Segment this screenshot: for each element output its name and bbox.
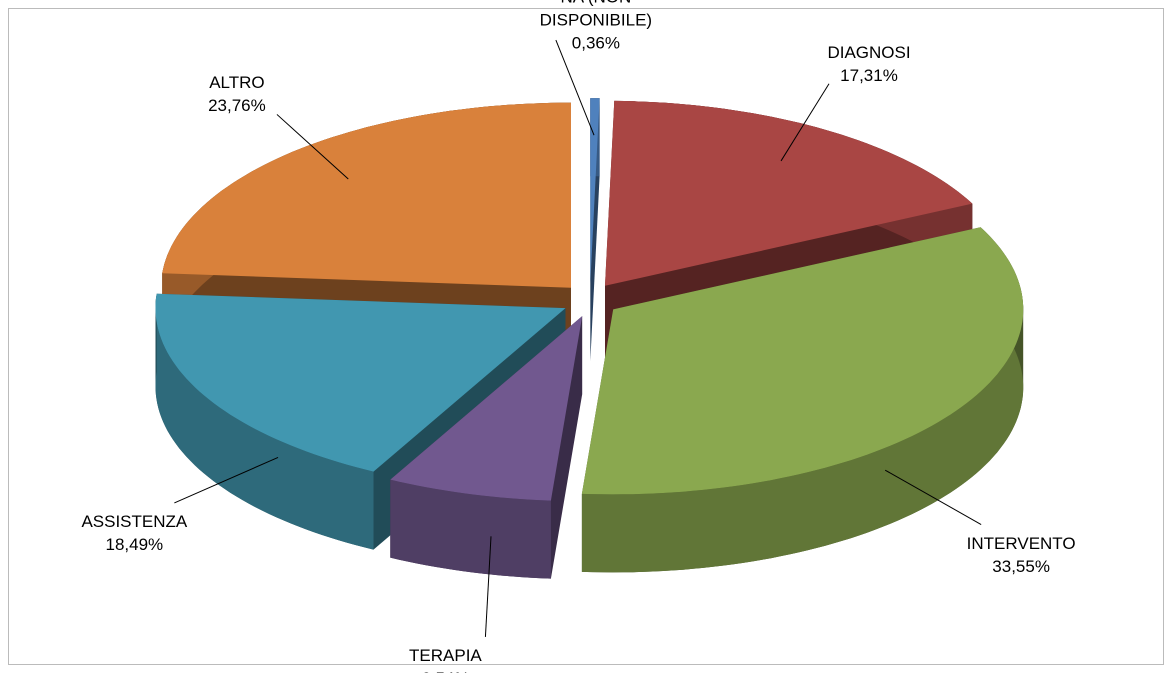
data-label: TERAPIA 6,54% xyxy=(409,644,482,673)
slice-outer-wall xyxy=(390,479,551,579)
value-label: 33,55% xyxy=(992,556,1050,576)
value-label: 6,54% xyxy=(409,667,482,673)
category-label: ALTRO xyxy=(209,73,265,93)
slice-top xyxy=(390,316,583,501)
leader-line xyxy=(484,536,492,637)
pie-slice xyxy=(155,293,566,550)
data-label: NA (NON DISPONIBILE) 0,36% xyxy=(521,0,671,55)
slice-top xyxy=(162,102,571,288)
category-label: NA (NON DISPONIBILE) xyxy=(539,0,653,30)
slice-top xyxy=(581,227,1024,495)
value-label: 23,76% xyxy=(208,96,266,116)
category-label: ASSISTENZA xyxy=(81,511,188,531)
leader-line xyxy=(780,83,830,162)
value-label: 0,36% xyxy=(571,33,620,53)
chart-border xyxy=(8,8,1164,665)
slice-top xyxy=(605,100,973,286)
slice-top xyxy=(155,293,566,472)
data-label: INTERVENTO 33,55% xyxy=(967,532,1076,578)
category-label: TERAPIA xyxy=(409,645,482,665)
data-label: DIAGNOSI 17,31% xyxy=(827,41,910,87)
pie-slice xyxy=(590,98,600,362)
leader-line xyxy=(555,39,595,136)
pie-slice xyxy=(390,316,583,579)
leader-line xyxy=(174,456,279,504)
category-label: DIAGNOSI xyxy=(827,42,911,62)
data-label: ALTRO 23,76% xyxy=(208,71,266,117)
slice-top xyxy=(590,98,600,284)
category-label: INTERVENTO xyxy=(966,533,1076,553)
value-label: 18,49% xyxy=(105,534,164,554)
value-label: 17,31% xyxy=(840,65,898,85)
slice-outer-wall xyxy=(155,293,374,550)
leader-line xyxy=(276,114,349,180)
leader-line xyxy=(884,469,982,525)
data-label: ASSISTENZA 18,49% xyxy=(81,510,187,556)
